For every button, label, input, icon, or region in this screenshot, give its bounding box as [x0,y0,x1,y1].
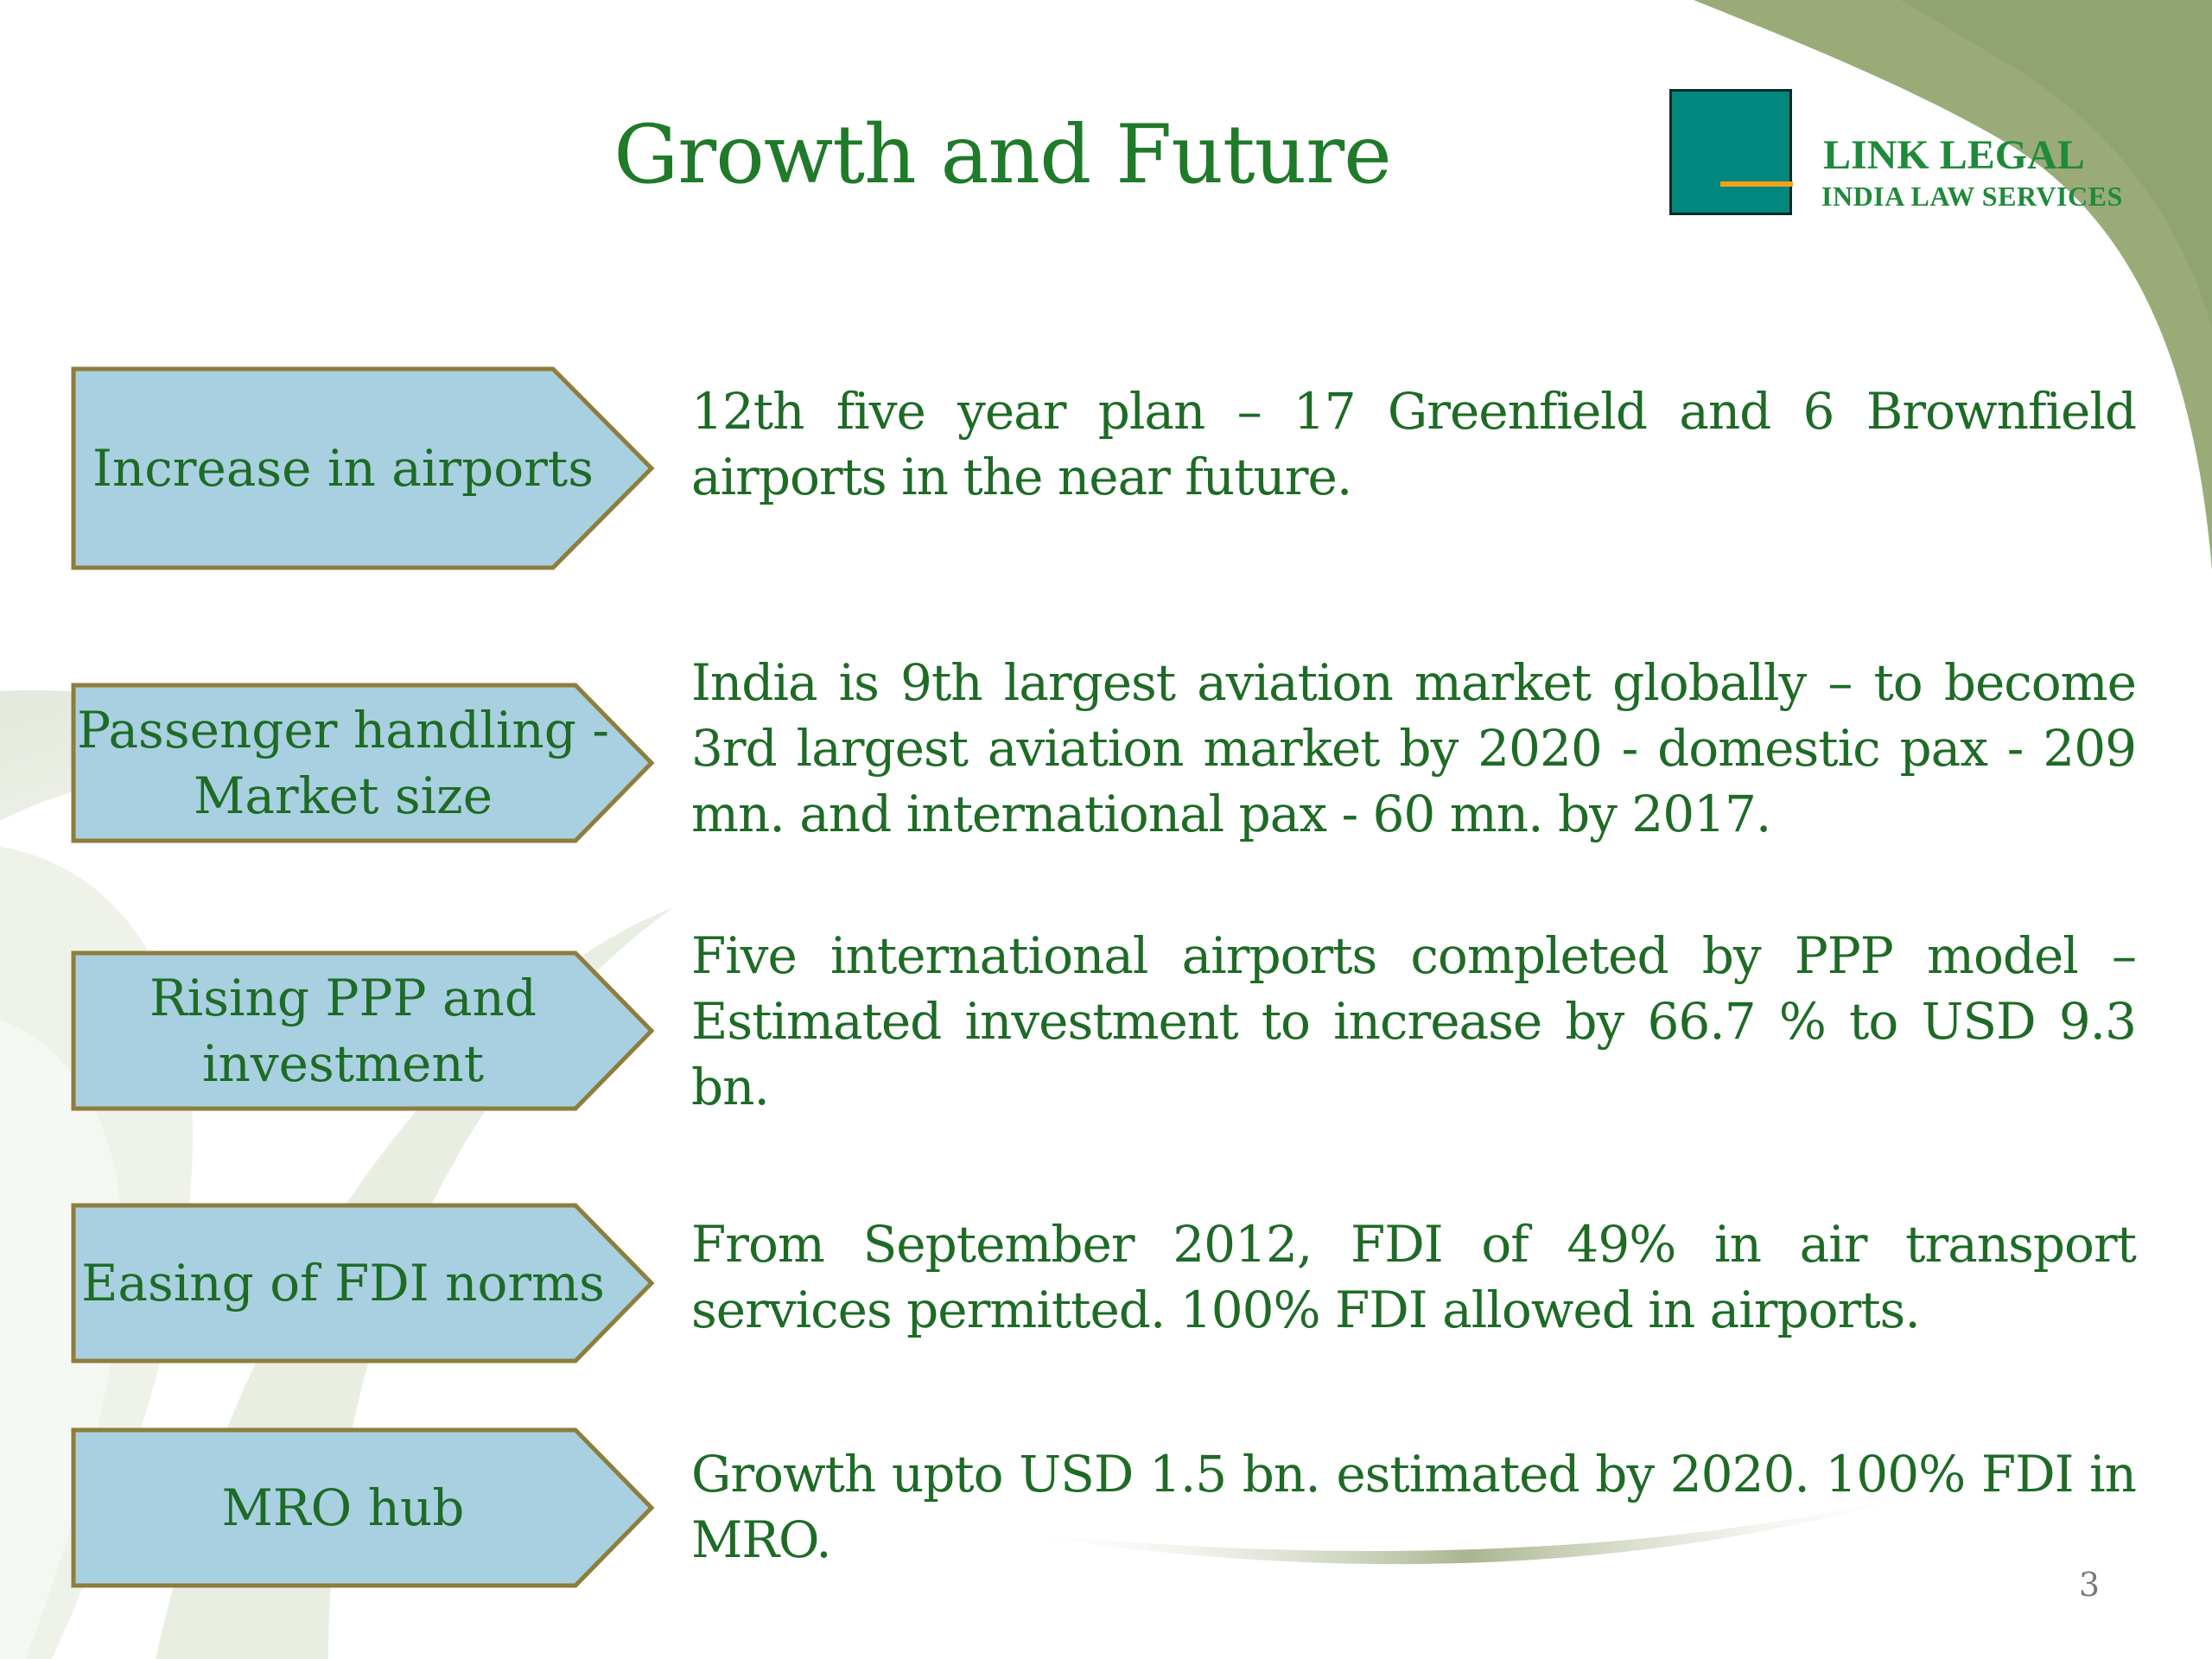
label-arrow: Rising PPP and investment [71,950,655,1111]
label-text: Rising PPP and investment [149,969,537,1093]
arrow-shape [71,950,655,1111]
slide-title: Growth and Future [613,108,1392,202]
row-description: 12th five year plan – 17 Greenfield and … [691,382,2137,506]
page-number: 3 [2078,1566,2100,1604]
row-description: Five international airports completed by… [691,926,2137,1116]
row-description: India is 9th largest aviation market glo… [691,653,2137,843]
label-arrow: MRO hub [71,1427,655,1588]
arrow-shape [71,1203,655,1363]
label-text: Increase in airports [92,439,594,498]
label-arrow: Passenger handling - Market size [71,683,655,843]
label-arrow: Increase in airports [71,366,655,570]
row-description: From September 2012, FDI of 49% in air t… [691,1215,2137,1339]
row-easing-fdi: Easing of FDI norms From September 2012,… [0,1201,2212,1365]
row-description: Growth upto USD 1.5 bn. estimated by 202… [691,1445,2137,1569]
label-text: Passenger handling - Market size [77,701,609,825]
row-rising-ppp: Rising PPP and investment Five internati… [0,926,2212,1116]
arrow-shape [71,683,655,843]
row-increase-in-airports: Increase in airports 12th five year plan… [0,361,2212,574]
logo-bar [1720,181,1793,187]
arrow-shape [71,366,655,570]
logo-square [1669,89,1793,215]
logo-tagline: INDIA LAW SERVICES [1821,181,2123,212]
label-text: MRO hub [221,1478,465,1537]
top-right-swoosh [1694,0,2212,570]
logo-name: LINK LEGAL [1823,132,2085,178]
row-passenger-handling: Passenger handling - Market size India i… [0,653,2212,845]
bottom-streak [994,1486,1944,1565]
arrow-shape [71,1427,655,1588]
row-mro-hub: MRO hub Growth upto USD 1.5 bn. estimate… [0,1426,2212,1590]
label-arrow: Easing of FDI norms [71,1203,655,1363]
label-text: Easing of FDI norms [81,1254,605,1313]
